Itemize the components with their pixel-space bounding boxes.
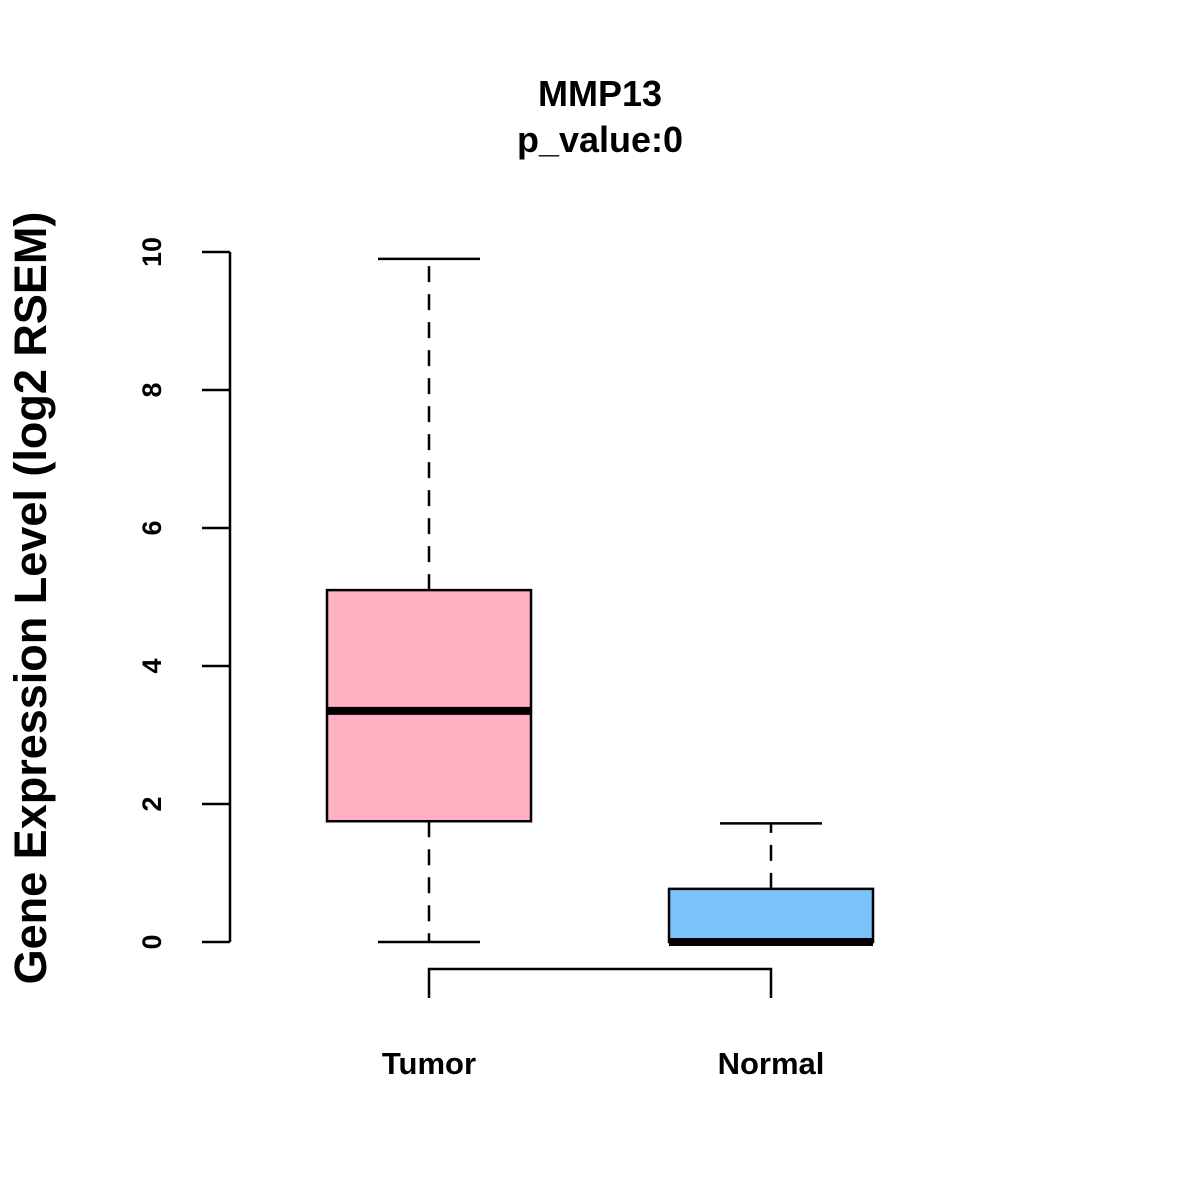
box-normal <box>667 822 875 946</box>
y-tick-label: 8 <box>137 382 167 397</box>
bracket-line <box>427 967 773 998</box>
box-tumor <box>325 257 533 944</box>
iqr-box <box>667 887 875 944</box>
chart-title: MMP13 <box>538 73 662 114</box>
y-axis-label: Gene Expression Level (log2 RSEM) <box>5 212 56 985</box>
iqr-box <box>325 588 533 823</box>
y-tick-label: 10 <box>137 237 167 267</box>
x-category-label: Normal <box>718 1046 825 1081</box>
y-tick-label: 6 <box>137 520 167 535</box>
y-axis: 0 2 4 6 8 10 <box>137 237 232 950</box>
chart-subtitle: p_value:0 <box>517 119 683 160</box>
y-tick-label: 0 <box>137 934 167 949</box>
boxes <box>325 257 875 946</box>
comparison-bracket <box>427 967 773 998</box>
y-tick-label: 4 <box>137 658 167 673</box>
y-tick-label: 2 <box>137 796 167 811</box>
category-labels: Tumor Normal <box>382 1046 824 1081</box>
x-category-label: Tumor <box>382 1046 476 1081</box>
